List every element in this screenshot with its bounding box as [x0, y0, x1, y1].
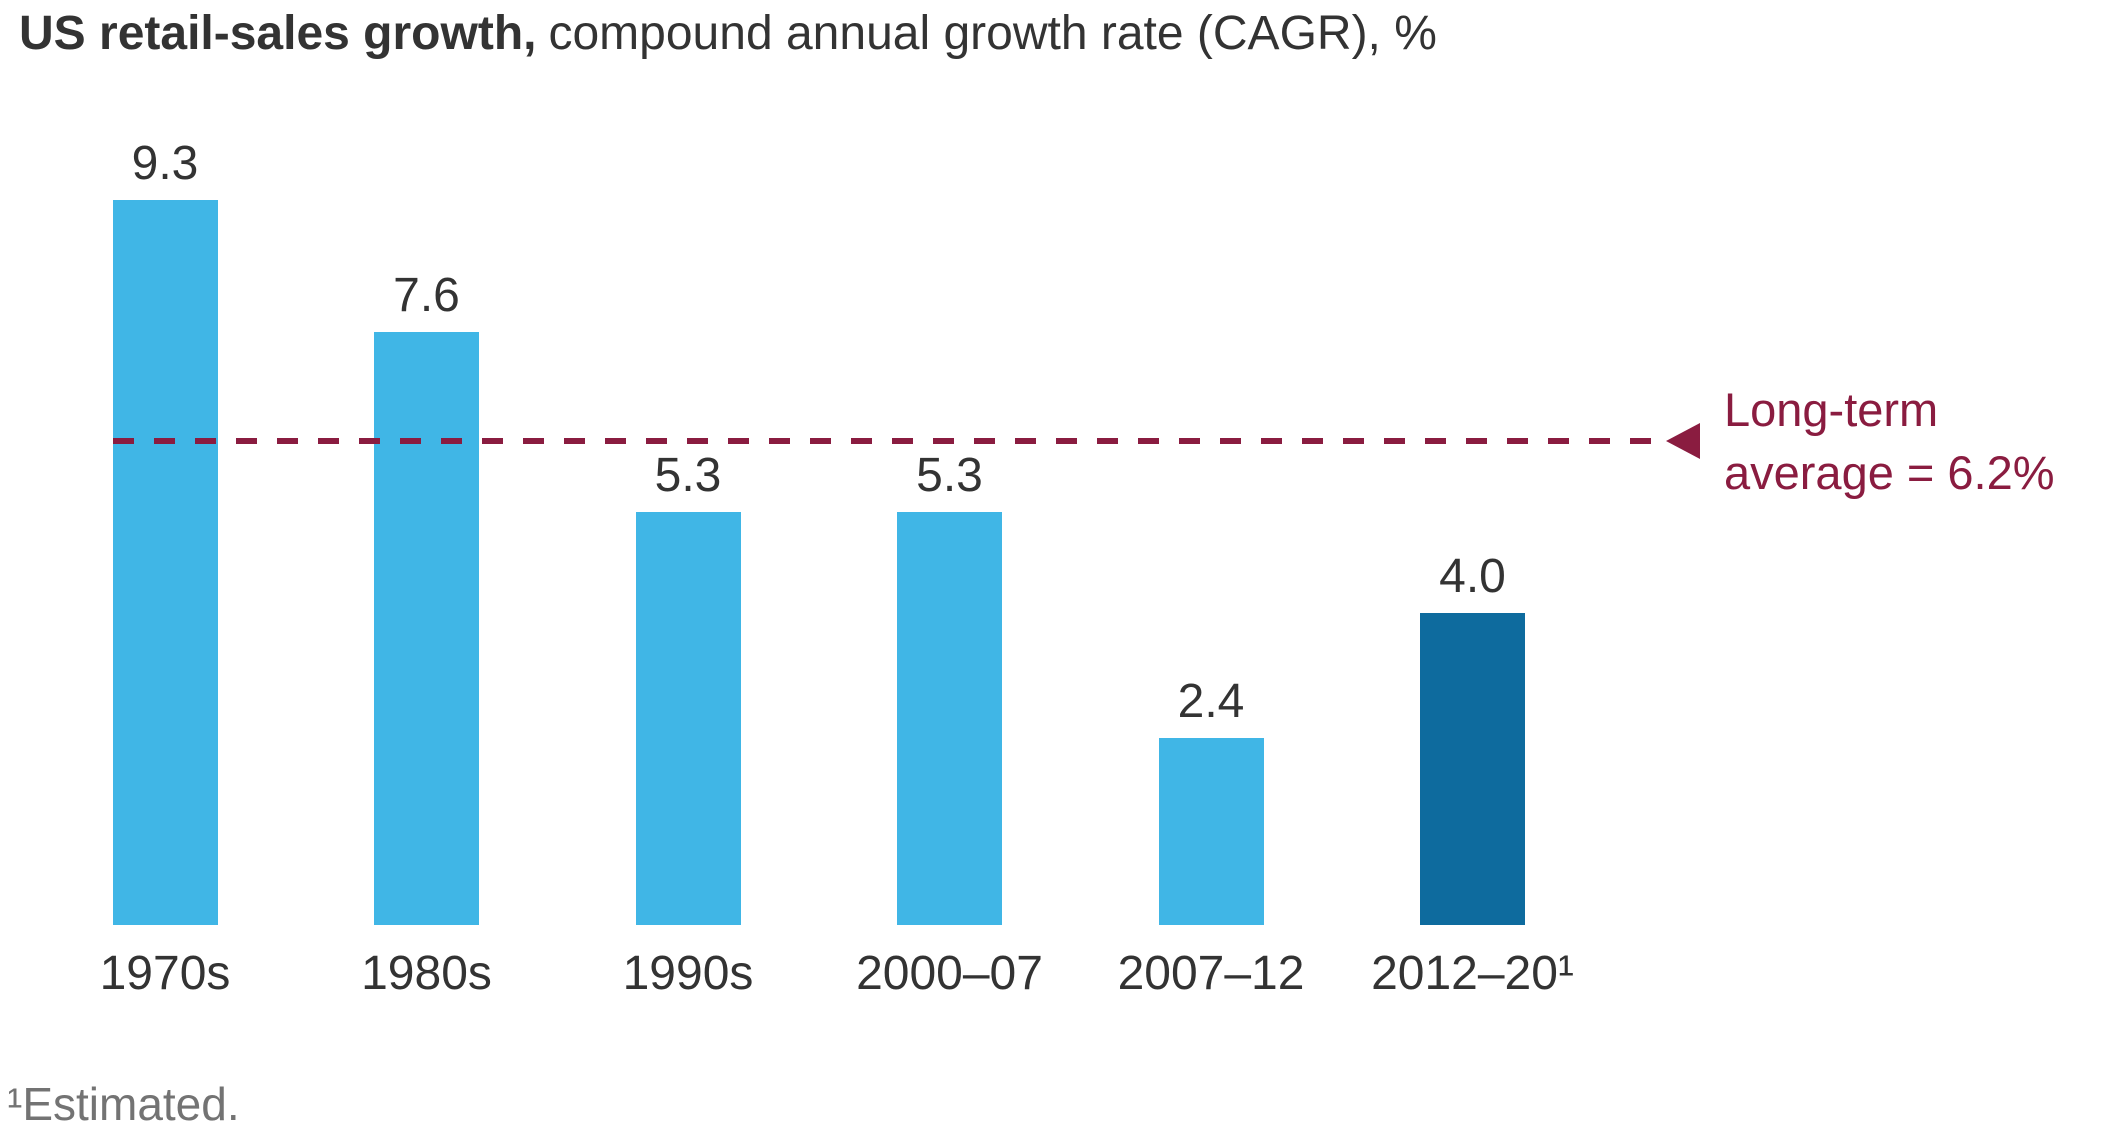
reference-line-label-line2: average = 6.2%	[1724, 446, 2055, 499]
x-axis-label: 1990s	[622, 947, 754, 1000]
bar-value-label: 2.4	[1177, 675, 1245, 728]
chart-title-subtitle: compound annual growth rate (CAGR), %	[548, 7, 1437, 60]
reference-line-label: Long-term average = 6.2%	[1724, 378, 2055, 504]
chart-title-bold: US retail-sales growth,	[19, 7, 537, 60]
footnote: ¹Estimated.	[7, 1078, 240, 1130]
bar-value-label: 5.3	[916, 449, 983, 502]
x-axis-label: 2007–12	[1117, 947, 1305, 1000]
bar-value-label: 7.6	[393, 269, 460, 322]
bar	[1420, 613, 1525, 925]
x-axis-label: 2012–20¹	[1371, 947, 1574, 1000]
bar	[897, 512, 1002, 925]
arrow-left-icon	[1666, 423, 1700, 459]
bar-value-label: 5.3	[654, 449, 722, 502]
bar	[112, 200, 218, 925]
reference-line	[113, 438, 1655, 444]
bar-value-label: 9.3	[131, 137, 199, 190]
x-axis-label: 1970s	[99, 947, 231, 1000]
bar-value-label: 4.0	[1439, 550, 1506, 603]
x-axis-label: 1980s	[361, 947, 492, 1000]
chart-title: US retail-sales growth, compound annual g…	[19, 6, 1437, 62]
bar	[374, 332, 479, 925]
reference-line-label-line1: Long-term	[1724, 383, 1939, 436]
x-axis-label: 2000–07	[856, 947, 1043, 1000]
bar	[1158, 738, 1264, 925]
bar	[635, 512, 741, 925]
